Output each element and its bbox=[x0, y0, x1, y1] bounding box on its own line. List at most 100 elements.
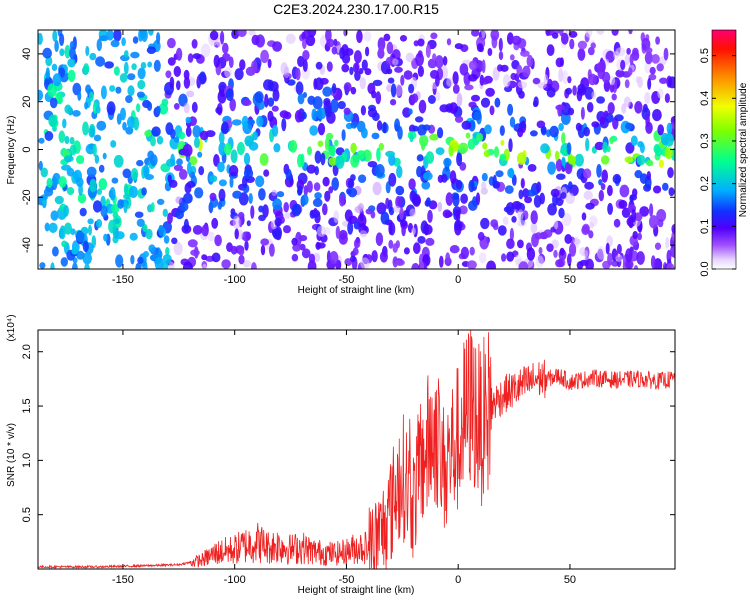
heatmap-cell bbox=[267, 58, 272, 69]
heatmap-cell bbox=[442, 209, 452, 219]
heatmap-cell bbox=[52, 246, 59, 257]
heatmap-cell bbox=[66, 167, 75, 177]
heatmap-cell bbox=[375, 232, 384, 246]
heatmap-cell bbox=[302, 50, 310, 61]
heatmap-cell bbox=[271, 189, 277, 197]
heatmap-cell bbox=[417, 236, 426, 244]
heatmap-cell bbox=[317, 140, 324, 147]
heatmap-cell bbox=[289, 140, 298, 153]
heatmap-cell bbox=[183, 102, 190, 114]
heatmap-cell bbox=[134, 211, 144, 218]
heatmap-cell bbox=[85, 84, 92, 94]
heatmap-cell bbox=[607, 202, 613, 215]
heatmap-cell bbox=[651, 54, 660, 64]
heatmap-cell bbox=[202, 263, 207, 269]
heatmap-cell bbox=[561, 112, 571, 125]
heatmap-cell bbox=[437, 127, 444, 139]
heatmap-cell bbox=[371, 132, 380, 140]
heatmap-cell bbox=[360, 105, 366, 116]
snr-panel: -150 -100 -50 0 50 0.5 1.0 1.5 2.0 Height of st… bbox=[6, 314, 676, 596]
heatmap-cell bbox=[232, 215, 241, 229]
heatmap-cell bbox=[375, 164, 385, 178]
heatmap-cell bbox=[658, 159, 665, 168]
heatmap-cell bbox=[423, 171, 433, 181]
heatmap-cell bbox=[143, 164, 149, 178]
heatmap-cell bbox=[399, 207, 404, 220]
heatmap-cell bbox=[182, 144, 193, 157]
heatmap-cell bbox=[339, 194, 345, 207]
heatmap-cell bbox=[220, 30, 225, 45]
heatmap-cell bbox=[338, 233, 348, 245]
heatmap-cell bbox=[646, 171, 651, 181]
heatmap-cell bbox=[82, 252, 92, 265]
heatmap-cell bbox=[518, 90, 525, 99]
heatmap-cell bbox=[108, 219, 116, 234]
heatmap-cell bbox=[79, 207, 87, 217]
heatmap-cell bbox=[609, 83, 615, 93]
heatmap-cell bbox=[552, 32, 559, 39]
heatmap-cell bbox=[72, 262, 78, 269]
heatmap-cell bbox=[667, 167, 674, 179]
heatmap-cell bbox=[583, 190, 593, 200]
heatmap-cell bbox=[629, 53, 634, 66]
heatmap-cell bbox=[90, 128, 95, 137]
heatmap-cell bbox=[564, 234, 572, 244]
heatmap-cell bbox=[225, 88, 234, 101]
heatmap-cell bbox=[599, 116, 606, 125]
heatmap-cell bbox=[429, 69, 440, 79]
heatmap-cell bbox=[376, 147, 381, 162]
heatmap-cell bbox=[383, 33, 391, 42]
heatmap-cell bbox=[498, 37, 503, 52]
heatmap-cell bbox=[248, 30, 256, 36]
heatmap-cell bbox=[411, 263, 420, 269]
heatmap-cell bbox=[326, 38, 335, 48]
heatmap-cell bbox=[657, 88, 664, 99]
heatmap-cell bbox=[395, 259, 405, 267]
colorbar-tick-label: 0.5 bbox=[699, 48, 711, 63]
heatmap-cell bbox=[331, 46, 338, 55]
heatmap-cell bbox=[58, 176, 67, 188]
heatmap-cell bbox=[466, 260, 477, 269]
heatmap-cell bbox=[485, 87, 495, 97]
heatmap-cell bbox=[295, 67, 301, 81]
heatmap-cell bbox=[233, 263, 238, 269]
heatmap-cell bbox=[328, 157, 338, 166]
x-tick-label: 0 bbox=[455, 274, 461, 286]
heatmap-cell bbox=[585, 30, 593, 38]
heatmap-cell bbox=[232, 190, 243, 199]
heatmap-cell bbox=[422, 124, 431, 131]
heatmap-cell bbox=[600, 183, 606, 191]
heatmap-cell bbox=[217, 90, 227, 104]
heatmap-cell bbox=[228, 165, 239, 177]
heatmap-cell bbox=[182, 261, 193, 269]
heatmap-cell bbox=[537, 82, 547, 89]
heatmap-cell bbox=[518, 261, 529, 269]
heatmap-cell bbox=[478, 252, 487, 264]
heatmap-cell bbox=[82, 121, 89, 136]
heatmap-cell bbox=[477, 231, 485, 241]
heatmap-cell bbox=[331, 177, 340, 191]
heatmap-cell bbox=[184, 182, 192, 194]
heatmap-cell bbox=[272, 198, 282, 211]
heatmap-cell bbox=[394, 118, 401, 132]
colorbar-label: Normalized spectral amplitude bbox=[738, 82, 749, 217]
heatmap-cell bbox=[301, 31, 306, 40]
heatmap-cell bbox=[565, 192, 575, 204]
heatmap-cell bbox=[306, 164, 317, 174]
heatmap-cell bbox=[343, 107, 351, 116]
heatmap-cell bbox=[365, 46, 370, 57]
heatmap-cell bbox=[583, 126, 590, 137]
heatmap-cell bbox=[654, 242, 662, 250]
heatmap-cell bbox=[347, 178, 355, 189]
heatmap-cell bbox=[95, 218, 103, 228]
heatmap-cell bbox=[567, 107, 575, 116]
heatmap-cell bbox=[400, 74, 405, 86]
heatmap-cell bbox=[567, 155, 577, 165]
heatmap-cell bbox=[173, 66, 181, 77]
heatmap-cell bbox=[45, 67, 50, 80]
heatmap-cell bbox=[612, 173, 622, 184]
heatmap-cell bbox=[132, 36, 139, 44]
heatmap-cell bbox=[67, 69, 76, 83]
heatmap-cell bbox=[326, 61, 333, 72]
heatmap-cell bbox=[476, 43, 484, 52]
